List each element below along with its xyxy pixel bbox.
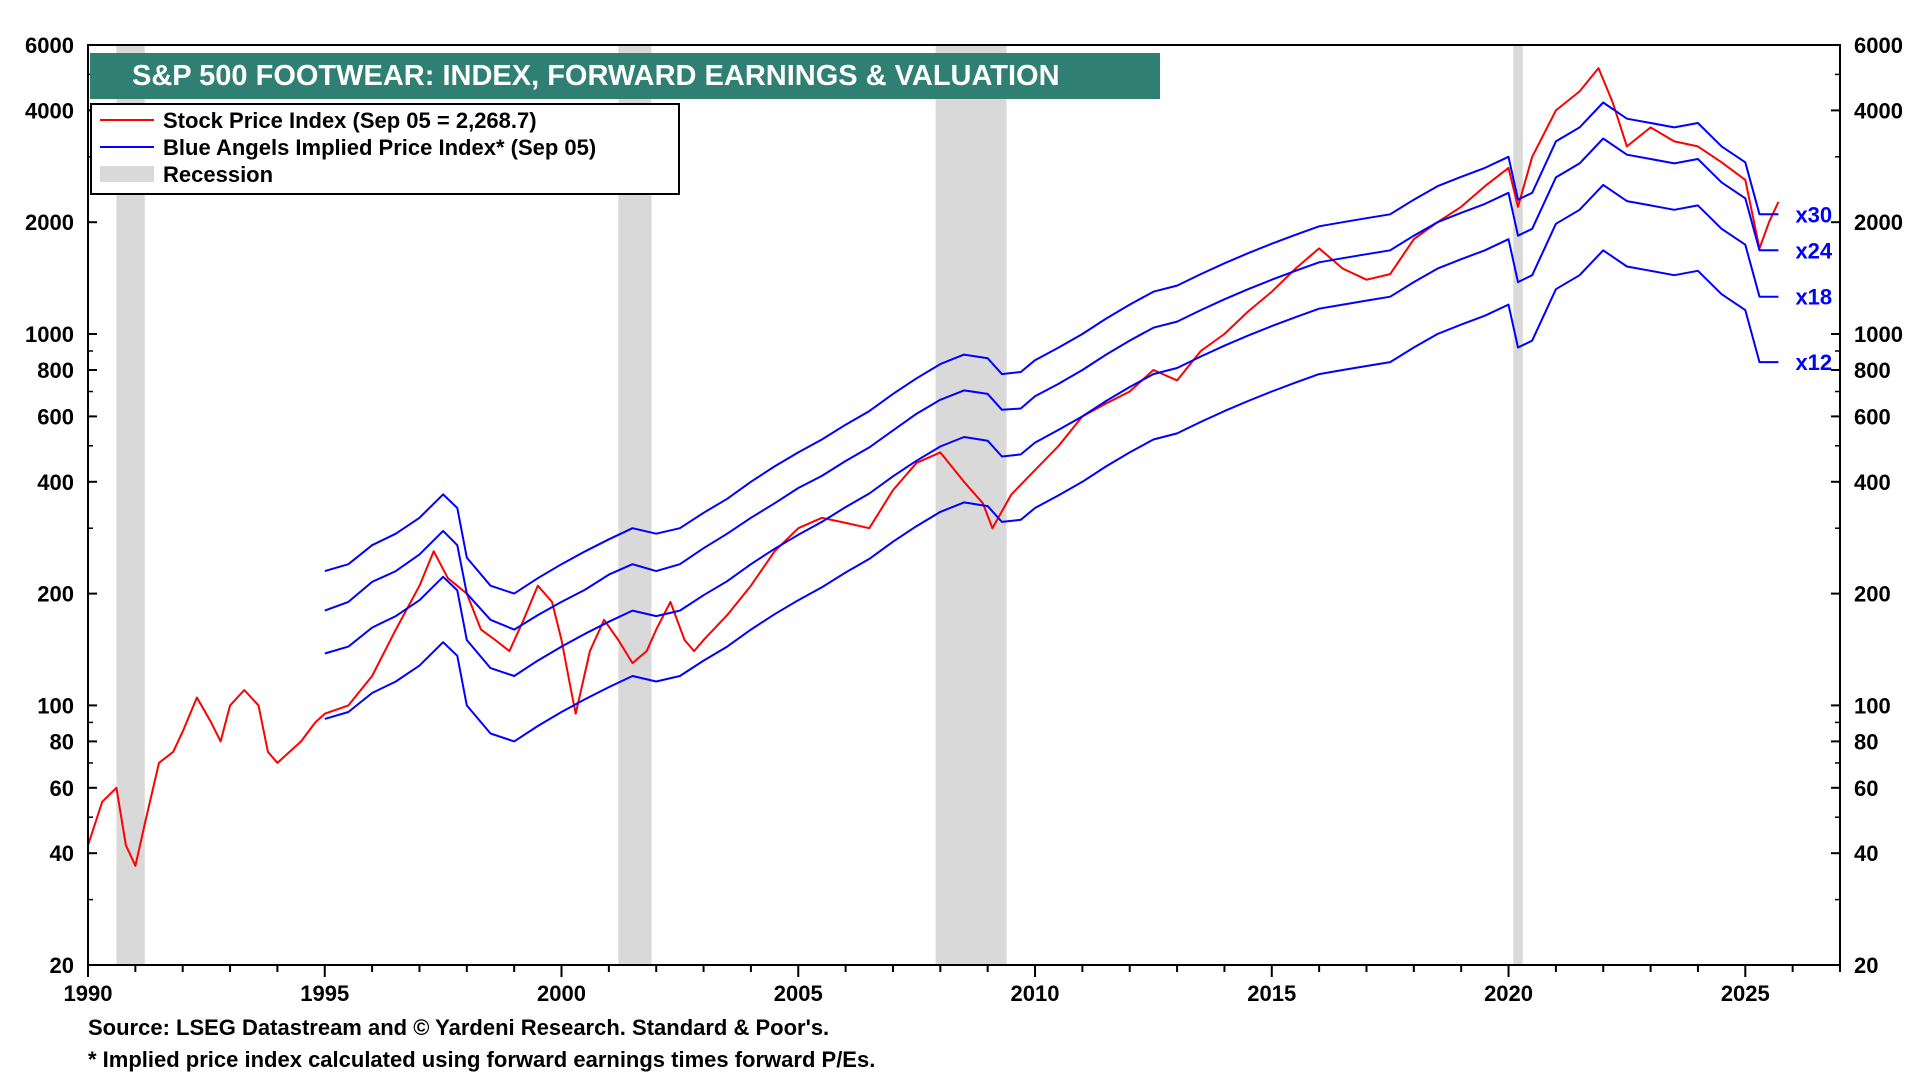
y-tick-label-right: 800: [1854, 358, 1891, 383]
footer-note: * Implied price index calculated using f…: [88, 1047, 876, 1072]
x-tick-label: 2005: [774, 981, 823, 1006]
multiple-labels: x30 x24 x18 x12: [1795, 202, 1832, 375]
y-tick-label-left: 4000: [25, 98, 74, 123]
y-tick-label-left: 6000: [25, 33, 74, 58]
y-tick-label-right: 6000: [1854, 33, 1903, 58]
legend-label-implied: Blue Angels Implied Price Index* (Sep 05…: [163, 135, 596, 160]
multiple-label-x12: x12: [1795, 350, 1832, 375]
y-tick-label-right: 600: [1854, 404, 1891, 429]
x-tick-label: 2020: [1484, 981, 1533, 1006]
title-text: S&P 500 FOOTWEAR: INDEX, FORWARD EARNING…: [132, 60, 1060, 92]
y-tick-label-left: 800: [37, 358, 74, 383]
series-line-x12: [324, 249, 1779, 743]
multiple-label-x30: x30: [1795, 202, 1832, 227]
series-lines: [87, 67, 1780, 867]
y-tick-label-left: 40: [50, 841, 74, 866]
x-tick-label: 1995: [300, 981, 349, 1006]
multiple-label-x24: x24: [1795, 238, 1832, 263]
recession-band-1: [618, 45, 652, 965]
x-tick-label: 2025: [1721, 981, 1770, 1006]
y-tick-label-left: 1000: [25, 322, 74, 347]
x-tick-label: 1990: [64, 981, 113, 1006]
y-tick-label-left: 200: [37, 582, 74, 607]
legend-label-stock: Stock Price Index (Sep 05 = 2,268.7): [163, 108, 537, 133]
x-tick-label: 2010: [1011, 981, 1060, 1006]
y-tick-label-right: 400: [1854, 470, 1891, 495]
y-tick-label-right: 2000: [1854, 210, 1903, 235]
y-tick-label-left: 20: [50, 953, 74, 978]
y-tick-label-right: 40: [1854, 841, 1878, 866]
multiple-label-x18: x18: [1795, 285, 1832, 310]
y-tick-label-left: 400: [37, 470, 74, 495]
y-tick-label-right: 200: [1854, 582, 1891, 607]
y-tick-label-right: 1000: [1854, 322, 1903, 347]
series-line-x24: [324, 137, 1779, 631]
recession-bands: [116, 45, 1523, 965]
series-line-stock: [87, 67, 1780, 867]
x-tick-label: 2015: [1247, 981, 1296, 1006]
plot-frame: [87, 44, 1841, 966]
chart-title: S&P 500 FOOTWEAR: INDEX, FORWARD EARNING…: [90, 53, 1160, 99]
y-tick-label-left: 2000: [25, 210, 74, 235]
recession-band-3: [1513, 45, 1523, 965]
y-tick-label-left: 80: [50, 729, 74, 754]
footer-source: Source: LSEG Datastream and © Yardeni Re…: [88, 1015, 830, 1040]
y-tick-label-right: 100: [1854, 693, 1891, 718]
legend-label-recession: Recession: [163, 162, 273, 187]
y-tick-label-left: 600: [37, 404, 74, 429]
x-tick-label: 2000: [537, 981, 586, 1006]
y-tick-label-left: 60: [50, 776, 74, 801]
legend-box: [90, 103, 680, 195]
series-line-x18: [324, 183, 1779, 677]
title-background: [90, 53, 1160, 99]
series-line-x30: [324, 101, 1779, 595]
legend: Stock Price Index (Sep 05 = 2,268.7) Blu…: [90, 103, 680, 195]
y-tick-label-right: 80: [1854, 729, 1878, 754]
y-tick-label-left: 100: [37, 693, 74, 718]
recession-band-2: [935, 45, 1007, 965]
legend-swatch-recession: [100, 166, 154, 182]
y-tick-label-right: 4000: [1854, 98, 1903, 123]
y-tick-label-right: 60: [1854, 776, 1878, 801]
y-tick-label-right: 20: [1854, 953, 1878, 978]
